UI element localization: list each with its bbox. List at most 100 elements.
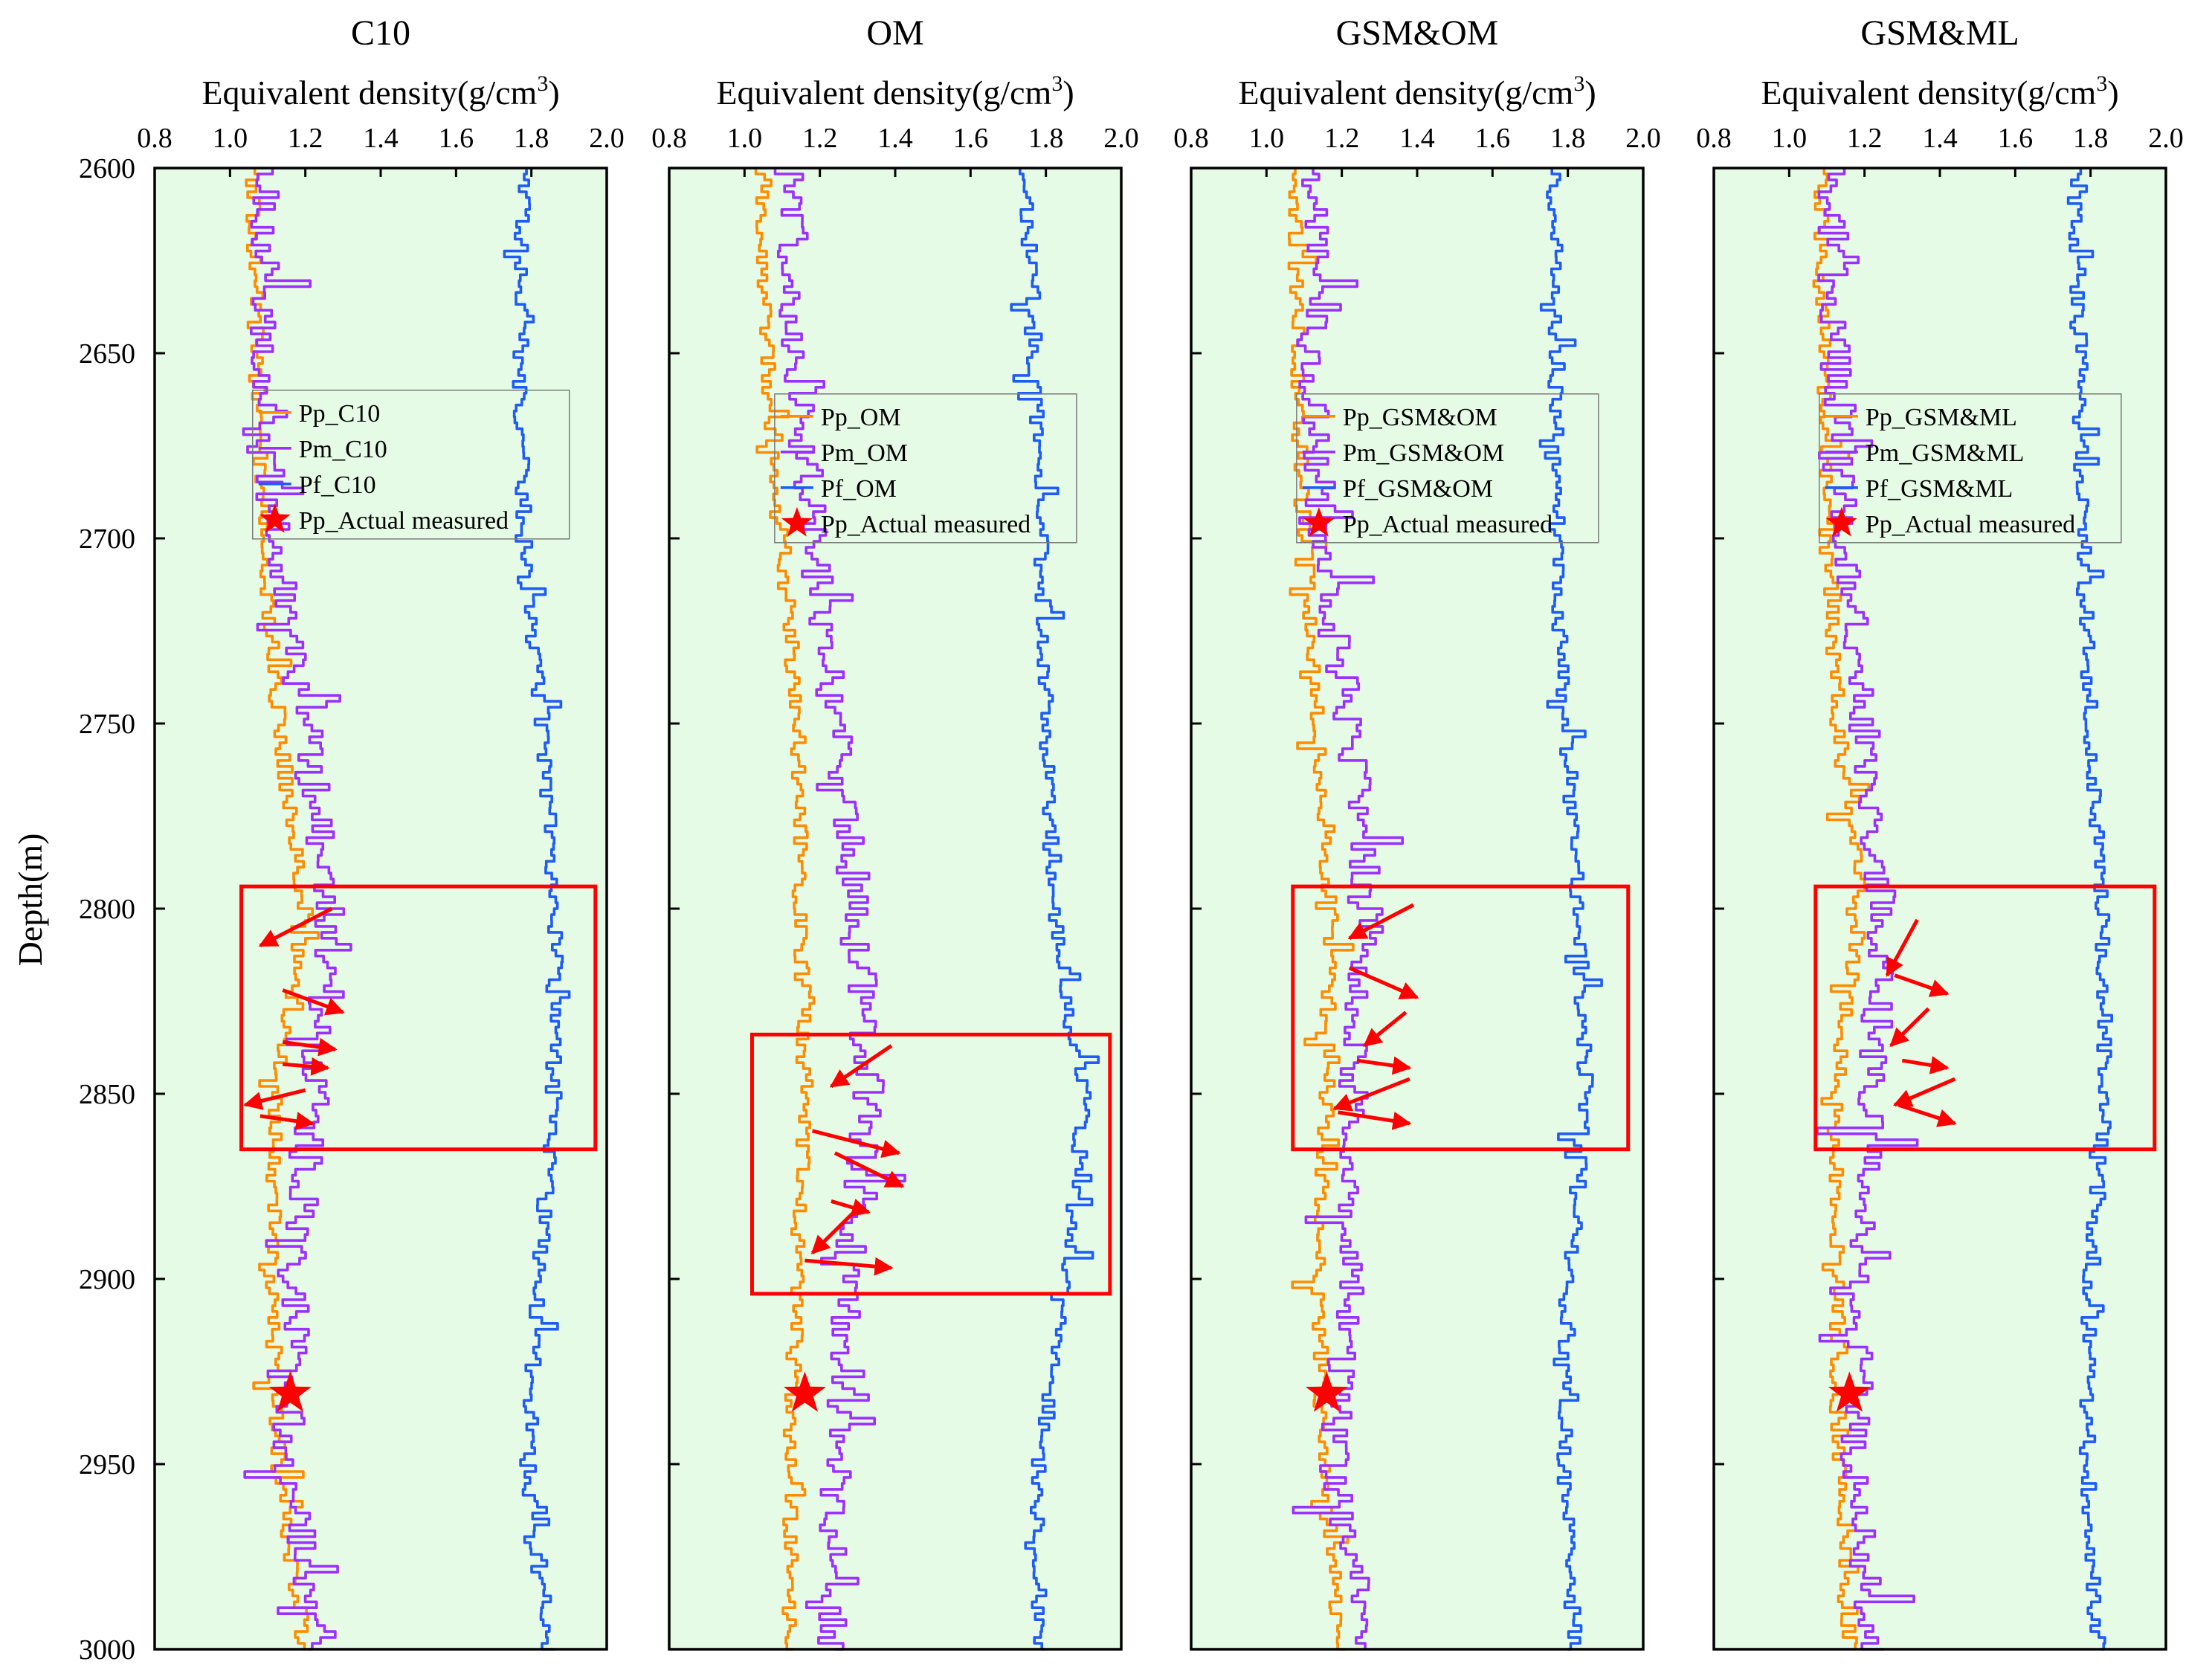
legend-box (774, 393, 1077, 544)
panel-title: GSM&OM (1336, 13, 1499, 53)
x-tick-label: 1.2 (1847, 123, 1883, 154)
x-tick-label: 1.8 (514, 123, 549, 154)
annotation-arrow (258, 906, 333, 948)
annotation-arrow (259, 1112, 315, 1131)
panel-title: C10 (351, 13, 410, 53)
measured-point-star (268, 1371, 312, 1412)
series-line-Pp_GSM&ML (1812, 168, 1871, 1651)
x-tick-label: 1.0 (1249, 123, 1285, 154)
panel-3: GSM&OM Equivalent density(g/cm3) 0.8 1.0 1.2… (1173, 13, 1661, 1651)
legend-label: Pf_C10 (299, 471, 376, 499)
legend-star (259, 503, 291, 533)
annotation-arrow (282, 1037, 338, 1057)
series-line-Pf_GSM&ML (2066, 168, 2113, 1651)
x-tick-label: 1.6 (439, 123, 474, 154)
legend-label: Pp_Actual measured (821, 511, 1031, 538)
y-tick-label: 2850 (79, 1079, 135, 1110)
annotation-arrow (1885, 918, 1919, 977)
x-tick-label: 1.0 (1772, 123, 1808, 154)
legend-label: Pf_OM (821, 475, 897, 503)
x-tick-label: 1.6 (1998, 123, 2034, 154)
annotation-arrow (1901, 1056, 1950, 1074)
x-tick-label: 1.0 (213, 123, 248, 154)
legend-star (1303, 506, 1335, 537)
x-tick-label: 0.8 (1696, 123, 1732, 154)
legend-label: Pm_GSM&OM (1343, 439, 1504, 467)
series-line-Pf_C10 (503, 168, 571, 1651)
measured-point-star (783, 1371, 826, 1412)
panel-title: GSM&ML (1860, 13, 2019, 53)
x-tick-label: 0.8 (1173, 123, 1209, 154)
panel-2: OM Equivalent density(g/cm3) 0.8 1.0 1.2 1.4 1… (651, 13, 1139, 1651)
annotation-arrow (833, 1151, 905, 1188)
annotation-arrow (810, 1203, 863, 1254)
x-tick-label: 1.0 (727, 123, 763, 154)
x-tick-label: 1.2 (802, 123, 838, 154)
panel-4: GSM&ML Equivalent density(g/cm3) 0.8 1.0 1.2… (1696, 13, 2184, 1651)
x-tick-label: 1.6 (953, 123, 989, 154)
plot-area (1191, 168, 1643, 1649)
x-tick-label: 1.8 (1550, 123, 1586, 154)
annotation-arrow (1348, 966, 1419, 999)
series-line-Pf_OM (1010, 168, 1100, 1651)
annotation-arrow (1889, 1007, 1930, 1048)
x-tick-label: 0.8 (651, 123, 687, 154)
y-axis-label: Depth(m) (11, 834, 49, 967)
legend-star (1825, 506, 1857, 537)
annotation-arrow (1356, 1056, 1412, 1075)
annotation-arrow (1892, 1077, 1956, 1107)
panel-title: OM (866, 13, 923, 53)
annotation-arrow (811, 1129, 901, 1158)
annotation-arrow (1338, 1110, 1412, 1130)
x-axis-title: Equivalent density(g/cm3) (716, 71, 1074, 112)
legend-label: Pp_GSM&ML (1866, 404, 2017, 431)
legend-label: Pm_OM (821, 439, 908, 467)
plot-area (669, 168, 1121, 1649)
y-tick-label: 2700 (79, 523, 135, 555)
plot-frame (1190, 167, 1645, 1651)
x-tick-label: 1.4 (1922, 123, 1958, 154)
legend-label: Pp_GSM&OM (1343, 404, 1497, 431)
legend-label: Pp_Actual measured (1866, 511, 2075, 538)
legend-box (1296, 393, 1599, 544)
annotation-arrow (283, 1057, 330, 1076)
x-tick-label: 2.0 (1103, 123, 1139, 154)
y-tick-label: 2950 (79, 1449, 135, 1480)
legend-label: Pp_Actual measured (299, 507, 509, 535)
x-axis-title: Equivalent density(g/cm3) (201, 71, 559, 112)
x-tick-label: 1.4 (877, 123, 913, 154)
legend-label: Pm_C10 (299, 436, 387, 463)
highlight-box (239, 884, 598, 1152)
x-axis-title: Equivalent density(g/cm3) (1761, 71, 2118, 112)
x-tick-label: 1.4 (363, 123, 399, 154)
x-axis-title: Equivalent density(g/cm3) (1238, 71, 1596, 112)
x-tick-label: 1.2 (288, 123, 323, 154)
legend-label: Pm_GSM&ML (1866, 439, 2025, 467)
annotation-arrow (831, 1199, 871, 1216)
y-tick-label: 2800 (79, 894, 135, 925)
annotation-arrow (804, 1257, 894, 1276)
annotation-arrow (282, 988, 345, 1016)
y-tick-label: 2750 (79, 709, 135, 740)
annotation-arrow (1894, 973, 1950, 997)
legend-box (1819, 393, 2122, 544)
plot-area (1714, 168, 2166, 1649)
x-tick-label: 1.6 (1475, 123, 1511, 154)
series-line-Pf_GSM&OM (1538, 168, 1603, 1651)
legend-label: Pp_Actual measured (1343, 511, 1552, 538)
y-tick-label: 2650 (79, 338, 135, 370)
series-line-Pp_C10 (245, 168, 320, 1651)
plot-area (155, 168, 607, 1649)
x-tick-label: 2.0 (2148, 123, 2184, 154)
panel-1: C10 Equivalent density(g/cm3) 0.8 1.0 1.2 1.4… (79, 13, 625, 1666)
x-tick-label: 2.0 (589, 123, 625, 154)
x-tick-label: 1.2 (1324, 123, 1360, 154)
measured-point-star (1828, 1371, 1871, 1412)
x-tick-label: 2.0 (1625, 123, 1661, 154)
annotation-arrow (1347, 903, 1415, 941)
annotation-arrow (1332, 1077, 1410, 1112)
annotation-arrow (1363, 1011, 1408, 1048)
annotation-arrow (829, 1044, 893, 1089)
y-tick-label: 2600 (79, 153, 135, 184)
